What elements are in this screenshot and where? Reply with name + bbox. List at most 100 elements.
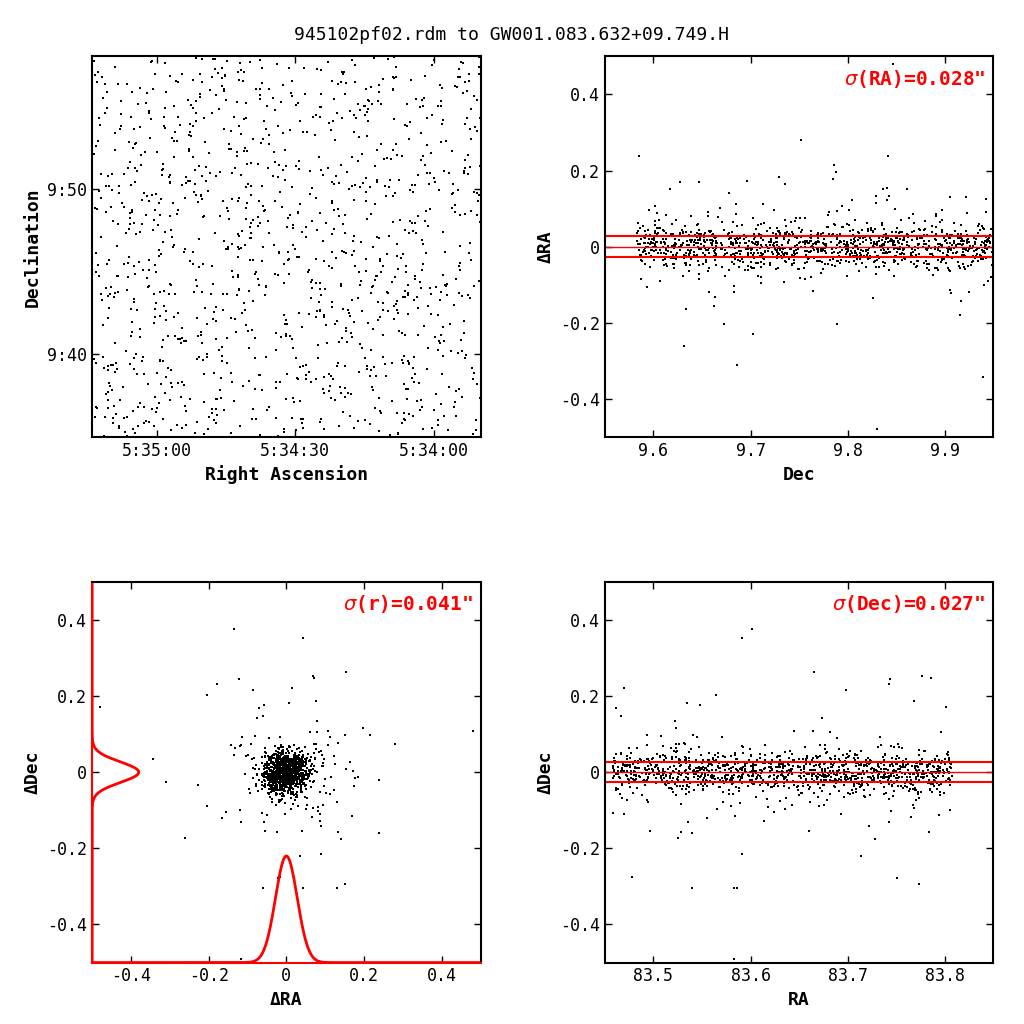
Point [302,773,318,790]
Point [459,110,475,126]
Point [396,289,413,305]
Point [632,751,648,767]
Point [206,366,222,382]
Point [278,775,294,792]
Point [268,777,285,794]
Point [833,769,849,785]
Point [219,53,236,70]
Point [804,238,820,254]
Point [271,764,288,780]
Point [759,222,775,239]
Point [931,765,947,781]
Point [731,779,748,796]
Point [629,232,645,249]
Point [342,754,358,770]
Point [876,757,892,773]
Point [853,242,869,258]
Point [737,764,754,780]
Point [850,249,866,265]
Point [109,360,125,377]
Point [978,190,994,207]
Point [95,359,112,376]
Point [256,772,272,788]
Point [208,168,224,184]
Point [261,752,278,768]
Point [706,248,722,264]
Point [292,767,308,783]
Point [860,223,877,240]
Point [779,246,796,262]
Point [396,376,413,392]
Point [247,381,263,397]
Point [852,778,868,795]
Point [294,751,310,767]
Point [744,763,761,779]
Point [111,284,127,300]
Point [264,777,281,794]
Point [706,229,722,246]
Point [754,775,770,792]
Point [281,770,297,786]
Point [261,127,278,143]
Point [928,764,944,780]
Point [872,238,889,254]
Point [417,68,433,84]
Point [276,758,293,774]
Point [272,778,289,795]
Point [829,203,846,219]
Point [305,800,322,816]
Point [289,761,305,777]
Point [266,745,283,762]
Point [753,259,769,275]
Point [796,758,812,774]
Point [739,246,756,262]
Point [221,140,238,157]
Point [903,247,920,263]
Point [775,228,792,245]
Point [276,776,293,793]
Point [682,245,698,261]
Point [380,285,396,301]
Point [264,766,281,782]
Point [120,160,136,176]
Point [245,770,261,786]
Point [702,768,719,784]
Point [676,248,692,264]
Point [784,746,801,763]
Point [792,270,808,287]
Point [232,126,249,142]
Point [123,177,139,194]
Point [256,814,272,830]
Point [677,735,693,752]
Point [275,256,292,272]
Point [892,758,908,774]
Point [274,125,291,141]
Point [804,771,820,787]
Point [305,736,322,753]
Point [622,759,638,775]
Point [946,240,963,256]
Point [678,224,694,241]
Point [388,146,404,163]
Point [902,775,919,792]
Point [257,778,273,795]
Point [288,759,304,775]
Point [976,241,992,257]
Point [278,754,294,770]
Point [278,766,294,782]
Point [283,780,299,797]
Point [859,754,876,770]
Point [257,287,273,303]
Point [855,230,871,247]
Point [769,250,785,266]
Point [971,215,987,231]
Point [753,764,769,780]
Point [151,242,167,258]
Point [187,92,204,109]
Point [802,762,818,778]
Point [283,767,299,783]
Point [698,231,715,248]
Point [690,232,707,249]
Point [701,752,718,768]
Point [106,125,123,141]
